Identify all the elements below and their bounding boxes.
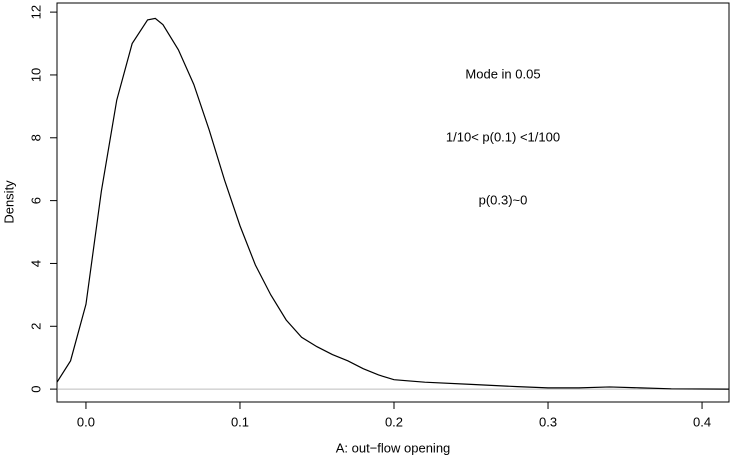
y-tick-label: 6	[28, 197, 43, 204]
annotation: p(0.3)~0	[479, 192, 528, 207]
annotation: Mode in 0.05	[465, 66, 540, 81]
x-tick-label: 0.3	[539, 414, 557, 429]
y-axis-label: Density	[1, 180, 16, 224]
annotation: 1/10< p(0.1) <1/100	[446, 129, 560, 144]
plot-box	[56, 2, 730, 403]
x-tick-label: 0.4	[693, 414, 711, 429]
y-tick-label: 4	[28, 260, 43, 267]
x-tick-label: 0.2	[385, 414, 403, 429]
density-line	[56, 17, 730, 390]
y-tick-label: 0	[28, 386, 43, 393]
y-tick-label: 12	[28, 5, 43, 19]
x-tick-label: 0.0	[77, 414, 95, 429]
y-tick-label: 10	[28, 68, 43, 82]
x-tick-label: 0.1	[231, 414, 249, 429]
x-axis-label: A: out−flow opening	[336, 440, 451, 455]
y-tick-label: 2	[28, 323, 43, 330]
y-tick-label: 8	[28, 134, 43, 141]
